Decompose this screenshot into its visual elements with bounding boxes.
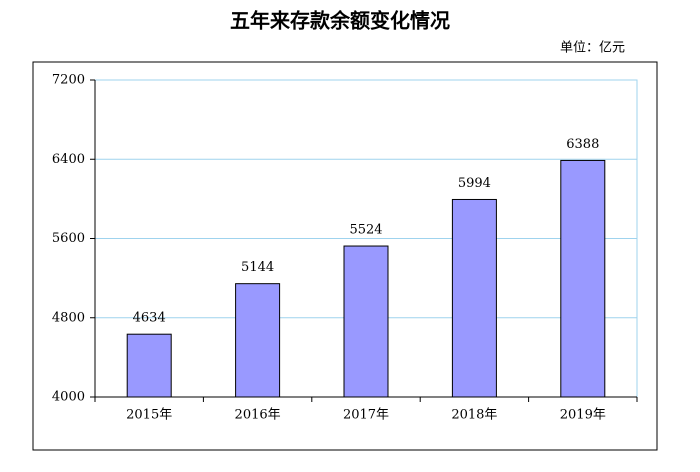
chart-title: 五年来存款余额变化情况 [230, 9, 450, 33]
bar [126, 333, 172, 398]
bar [235, 283, 281, 398]
bar [343, 245, 389, 398]
data-label: 5144 [241, 260, 274, 275]
y-tick-label: 6400 [52, 152, 85, 167]
bar [451, 198, 497, 398]
y-tick-label: 5600 [52, 231, 85, 246]
y-tick-label: 4000 [52, 390, 85, 405]
chart-frame [32, 61, 658, 451]
data-label: 6388 [566, 137, 599, 152]
x-tick-label: 2017年 [343, 408, 389, 423]
data-label: 5524 [349, 223, 382, 238]
unit-label: 单位：亿元 [560, 41, 625, 56]
x-tick-label: 2018年 [451, 408, 497, 423]
x-tick-label: 2019年 [560, 408, 606, 423]
y-tick-label: 7200 [52, 73, 85, 88]
data-label: 4634 [133, 311, 166, 326]
x-tick-label: 2016年 [235, 408, 281, 423]
bar [560, 159, 606, 398]
x-tick-label: 2015年 [126, 408, 172, 423]
y-tick-label: 4800 [52, 310, 85, 325]
data-label: 5994 [458, 176, 491, 191]
